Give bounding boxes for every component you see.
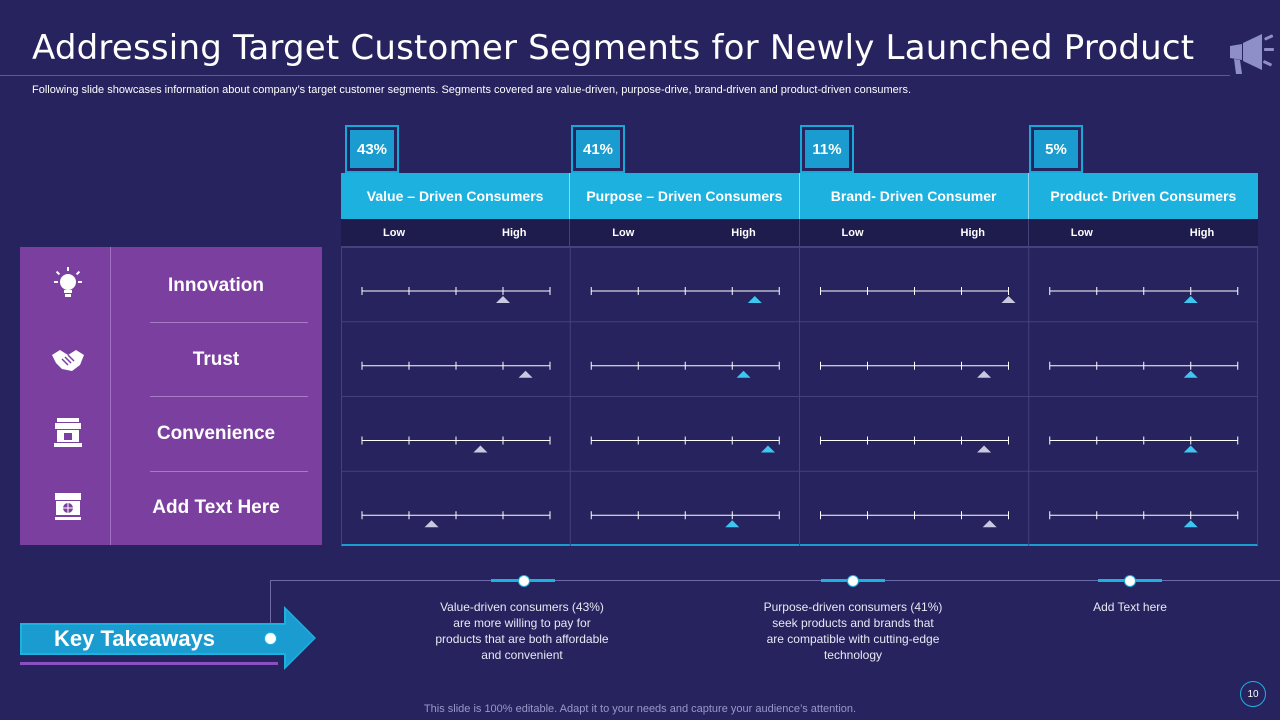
timeline-dot — [264, 632, 277, 645]
takeaway-text: Add Text here — [1093, 600, 1167, 614]
slide-title: Addressing Target Customer Segments for … — [32, 28, 1195, 68]
attribute-divider — [150, 322, 308, 323]
segment-percent-badge: 43% — [345, 125, 399, 173]
attribute-trust: Trust — [192, 349, 240, 371]
segment-percent: 41% — [576, 130, 620, 168]
attribute-innovation: Innovation — [167, 275, 265, 297]
title-divider — [0, 75, 1230, 76]
key-takeaways-banner: Key Takeaways — [20, 606, 320, 672]
segment-header: Brand- Driven Consumer — [800, 173, 1029, 219]
attribute-icon-column — [20, 247, 111, 545]
segment-header-row: Value – Driven Consumers Purpose – Drive… — [341, 173, 1258, 219]
takeaway-text: Value-driven consumers (43%) are more wi… — [435, 600, 609, 662]
low-high-cell: Low High — [341, 219, 571, 246]
high-label: High — [960, 227, 985, 239]
rating-marker[interactable] — [496, 296, 510, 303]
rating-marker[interactable] — [1183, 520, 1198, 528]
arrow-icon — [20, 606, 316, 670]
slide-subtitle: Following slide showcases information ab… — [32, 84, 912, 96]
segment-percent-badge: 41% — [571, 125, 625, 173]
megaphone-icon — [1230, 34, 1274, 74]
segment-rating-table: Value – Driven Consumers Purpose – Drive… — [341, 173, 1258, 546]
high-label: High — [731, 227, 756, 239]
segment-percent: 11% — [805, 130, 849, 168]
attribute-convenience: Convenience — [156, 423, 276, 445]
storefront-icon — [54, 418, 82, 447]
rating-marker[interactable] — [1183, 296, 1198, 303]
high-label: High — [502, 227, 527, 239]
lightbulb-icon — [54, 267, 82, 297]
low-high-cell: Low High — [800, 219, 1029, 246]
low-label: Low — [841, 227, 864, 239]
handshake-icon — [52, 350, 84, 371]
rating-marker[interactable] — [725, 520, 740, 528]
low-label: Low — [612, 227, 635, 239]
low-high-cell: Low High — [570, 219, 800, 246]
low-label: Low — [383, 227, 405, 239]
low-high-cell: Low High — [1029, 219, 1258, 246]
rating-marker[interactable] — [977, 445, 992, 453]
rating-marker[interactable] — [747, 296, 762, 303]
attribute-add-text: Add Text Here — [152, 497, 280, 519]
timeline-dot — [518, 575, 530, 587]
attribute-panel: Innovation Trust Convenience Add Text He… — [20, 247, 322, 545]
rating-marker[interactable] — [1183, 445, 1198, 453]
takeaway-timeline — [270, 580, 1280, 581]
rating-scales — [341, 247, 1258, 546]
segment-percent: 5% — [1034, 130, 1078, 168]
attribute-divider — [150, 471, 308, 472]
footer-note: This slide is 100% editable. Adapt it to… — [423, 703, 857, 715]
attribute-divider — [150, 396, 308, 397]
segment-header: Purpose – Driven Consumers — [570, 173, 800, 219]
rating-marker[interactable] — [1001, 296, 1016, 303]
segment-header: Value – Driven Consumers — [341, 173, 571, 219]
low-high-row: Low High Low High Low High Low High — [341, 219, 1258, 247]
rating-marker[interactable] — [1183, 370, 1198, 378]
segment-header: Product- Driven Consumers — [1050, 188, 1237, 204]
rating-marker[interactable] — [736, 370, 751, 378]
high-label: High — [1189, 227, 1215, 239]
page-number: 10 — [1240, 681, 1266, 707]
low-label: Low — [1070, 227, 1093, 239]
timeline-dot — [847, 575, 859, 587]
rating-marker[interactable] — [977, 370, 992, 378]
rating-marker[interactable] — [424, 520, 439, 528]
segment-percent-badge: 5% — [1029, 125, 1083, 173]
rating-marker[interactable] — [760, 445, 775, 453]
segment-percent-badge: 11% — [800, 125, 854, 173]
rating-marker[interactable] — [518, 370, 533, 378]
key-takeaways-underline — [20, 662, 278, 665]
segment-percent: 43% — [350, 130, 394, 168]
timeline-dot — [1124, 575, 1136, 587]
rating-marker[interactable] — [473, 445, 488, 453]
takeaway-text: Purpose-driven consumers (41%) seek prod… — [763, 600, 943, 662]
key-takeaways-label: Key Takeaways — [54, 626, 216, 651]
shop-icon — [55, 493, 81, 520]
takeaway-connector — [270, 580, 271, 638]
rating-marker[interactable] — [982, 520, 997, 528]
